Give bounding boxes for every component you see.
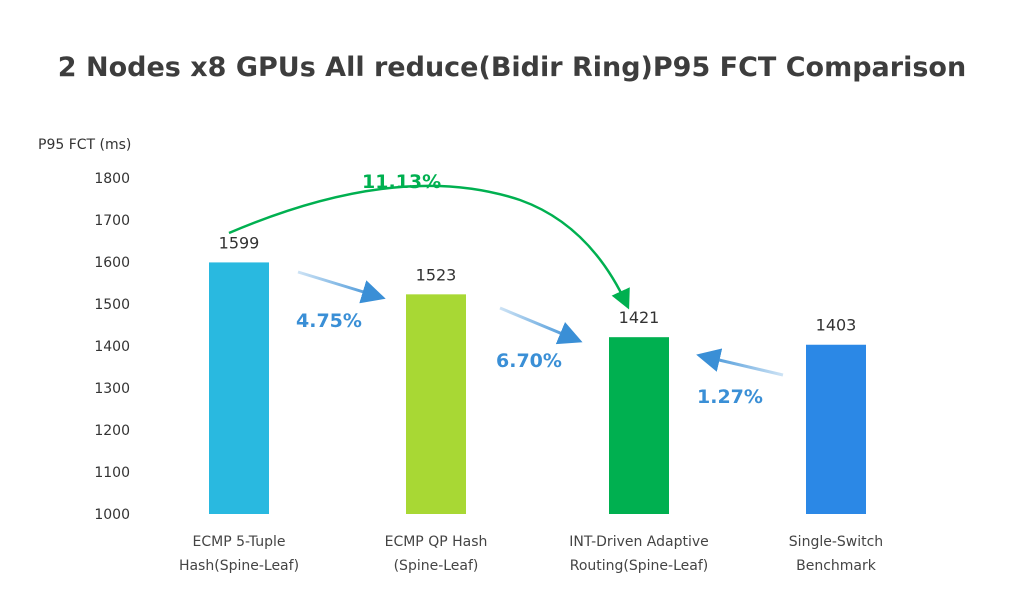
y-tick-label: 1800	[94, 171, 130, 187]
y-tick-label: 1500	[94, 297, 130, 313]
bar	[806, 344, 866, 514]
arrow	[499, 306, 583, 345]
annotation-label: 1.27%	[697, 386, 763, 408]
arrow	[696, 348, 784, 377]
category-label: Single-Switch	[789, 534, 883, 550]
category-label: ECMP QP Hash	[385, 534, 488, 550]
data-label: 1599	[219, 233, 260, 252]
y-tick-label: 1000	[94, 507, 130, 523]
category-label: ECMP 5-Tuple	[193, 534, 286, 550]
arc-arrow	[228, 184, 630, 310]
category-label: Benchmark	[796, 558, 877, 574]
category-label: Routing(Spine-Leaf)	[570, 558, 708, 574]
y-tick-label: 1600	[94, 255, 130, 271]
bar	[609, 337, 669, 514]
category-label: Hash(Spine-Leaf)	[179, 558, 299, 574]
chart-title: 2 Nodes x8 GPUs All reduce(Bidir Ring)P9…	[58, 52, 966, 83]
data-label: 1523	[416, 265, 457, 284]
y-axis-label: P95 FCT (ms)	[38, 137, 131, 153]
y-tick-label: 1400	[94, 339, 130, 355]
y-tick-label: 1700	[94, 213, 130, 229]
annotation-label: 4.75%	[296, 310, 362, 332]
arrow	[297, 270, 386, 304]
y-tick-label: 1100	[94, 465, 130, 481]
category-label: INT-Driven Adaptive	[569, 534, 709, 550]
annotation-label: 11.13%	[362, 171, 441, 193]
category-label: (Spine-Leaf)	[394, 558, 479, 574]
bar	[209, 262, 269, 514]
bar	[406, 294, 466, 514]
annotation-label: 6.70%	[496, 350, 562, 372]
data-label: 1403	[816, 316, 857, 335]
y-tick-label: 1200	[94, 423, 130, 439]
data-label: 1421	[619, 308, 660, 327]
y-tick-label: 1300	[94, 381, 130, 397]
